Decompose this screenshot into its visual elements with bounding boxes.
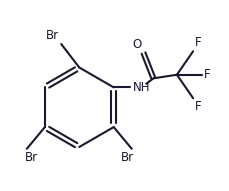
Text: NH: NH (133, 81, 150, 94)
Text: Br: Br (120, 151, 134, 163)
Text: Br: Br (46, 29, 59, 42)
Text: O: O (132, 38, 142, 51)
Text: F: F (195, 36, 202, 49)
Text: Br: Br (25, 151, 38, 163)
Text: F: F (204, 68, 211, 81)
Text: F: F (195, 100, 202, 113)
